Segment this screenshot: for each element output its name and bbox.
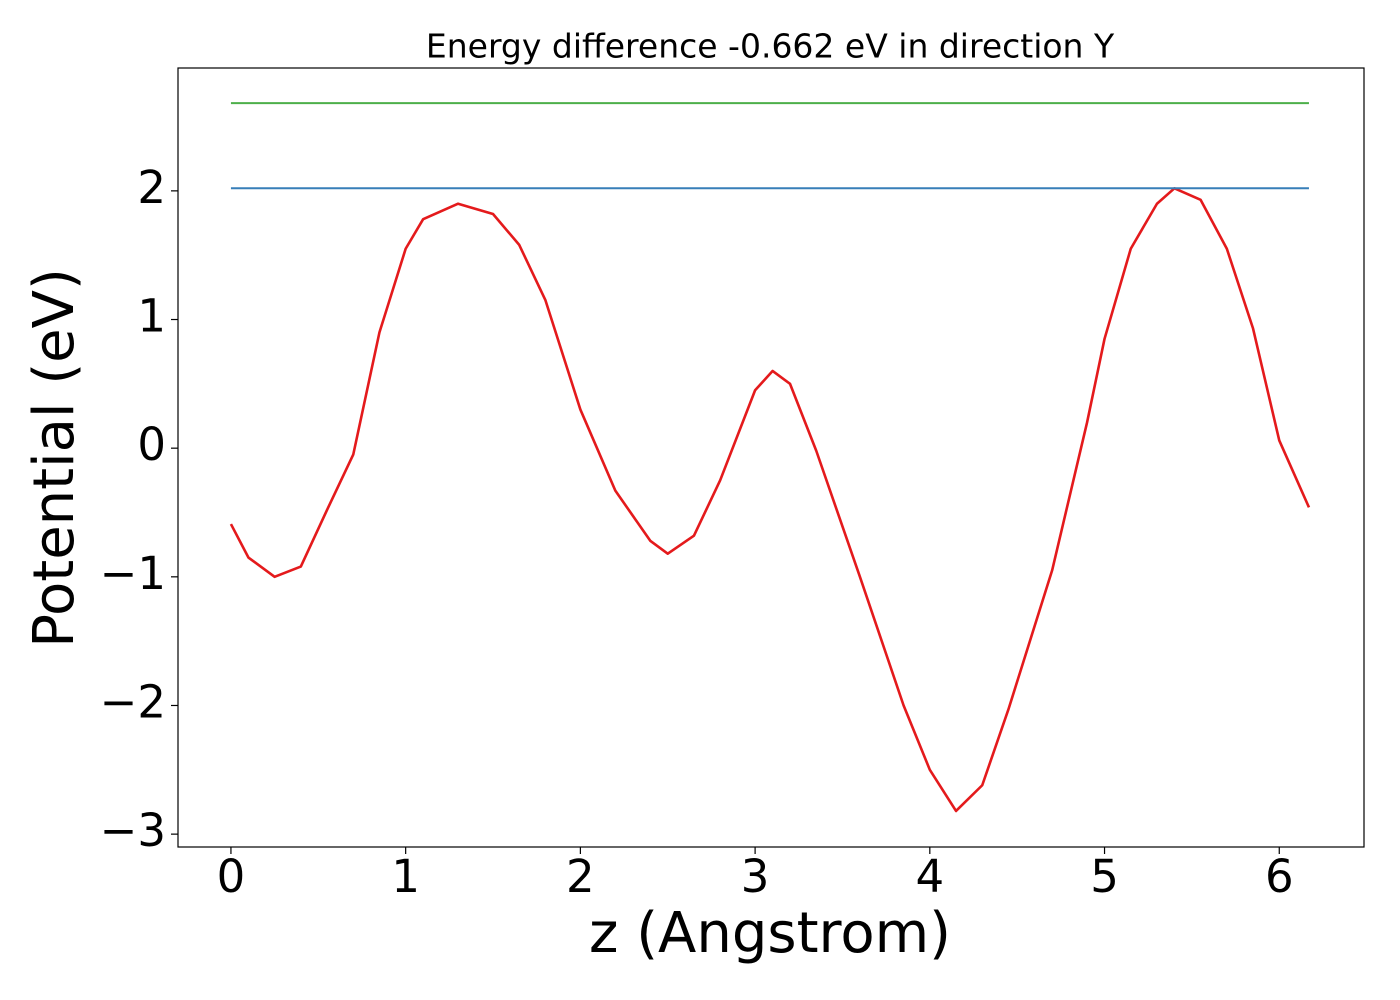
y-tick-label: 0 (137, 418, 166, 471)
x-tick-label: 2 (566, 850, 595, 903)
y-tick-label: 1 (137, 290, 166, 343)
plot-frame (177, 67, 1365, 848)
x-tick-label: 6 (1265, 850, 1294, 903)
line-series (229, 186, 1311, 813)
x-tick-label: 1 (391, 850, 420, 903)
y-tick-label: −3 (100, 804, 166, 857)
y-tick-label: −2 (100, 675, 166, 728)
x-axis-label: z (Angstrom) (589, 901, 951, 966)
chart-title: Energy difference -0.662 eV in direction… (426, 27, 1115, 66)
y-tick-label: −1 (100, 547, 166, 600)
x-tick-label: 4 (916, 850, 945, 903)
x-tick-label: 3 (741, 850, 770, 903)
x-tick-label: 0 (217, 850, 246, 903)
x-tick-label: 5 (1090, 850, 1119, 903)
y-axis-label: Potential (eV) (22, 268, 87, 648)
y-tick-label: 2 (137, 161, 166, 214)
